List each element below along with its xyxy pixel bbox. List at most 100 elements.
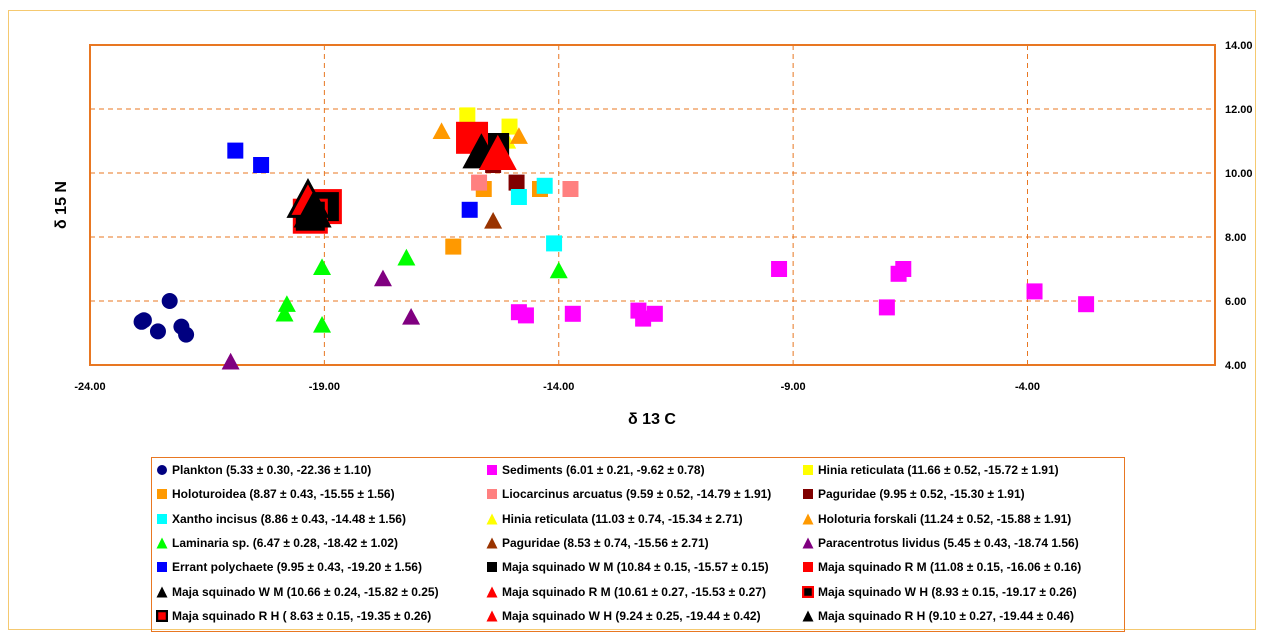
legend-item: Paracentrotus lividus (5.45 ± 0.43, -18.… [802, 535, 1079, 551]
data-point [313, 258, 332, 276]
legend-label: Holoturia forskali (11.24 ± 0.52, -15.88… [818, 511, 1072, 526]
legend-label: Hinia reticulata (11.66 ± 0.52, -15.72 ±… [818, 463, 1059, 477]
data-point [461, 201, 478, 218]
legend-marker [157, 513, 167, 524]
legend-label: Maja squinado W H (9.24 ± 0.25, -19.44 ±… [502, 608, 761, 623]
data-point [895, 261, 912, 277]
legend-label: Hinia reticulata (11.03 ± 0.74, -15.34 ±… [502, 511, 743, 526]
data-point [564, 305, 581, 322]
data-point [546, 235, 563, 252]
legend-marker [487, 465, 497, 475]
data-point [432, 122, 451, 140]
legend-marker [803, 489, 813, 500]
x-tick-label: -24.00 [74, 381, 105, 393]
data-point [484, 212, 503, 229]
data-point [221, 352, 240, 370]
legend-item: Laminaria sp. (6.47 ± 0.28, -18.42 ± 1.0… [156, 535, 398, 551]
legend-marker [802, 585, 814, 598]
y-tick-label: 6.00 [1225, 296, 1246, 308]
legend-item: Hinia reticulata (11.66 ± 0.52, -15.72 ±… [802, 462, 1059, 478]
legend-label: Errant polychaete (9.95 ± 0.43, -19.20 ±… [172, 560, 422, 575]
legend-label: Liocarcinus arcuatus (9.59 ± 0.52, -14.7… [502, 487, 772, 502]
legend-label: Maja squinado R H ( 8.63 ± 0.15, -19.35 … [172, 608, 432, 623]
data-point [1078, 296, 1095, 313]
data-point [149, 323, 166, 340]
grid-lines [90, 45, 1215, 365]
legend-item: Maja squinado W H (9.24 ± 0.25, -19.44 ±… [486, 608, 761, 624]
legend-label: Paracentrotus lividus (5.45 ± 0.43, -18.… [818, 535, 1079, 550]
legend-marker [486, 610, 498, 622]
data-point [471, 174, 488, 191]
data-point [459, 107, 476, 124]
legend-item: Errant polychaete (9.95 ± 0.43, -19.20 ±… [156, 559, 422, 575]
legend-item: Liocarcinus arcuatus (9.59 ± 0.52, -14.7… [486, 486, 771, 502]
x-tick-label: -19.00 [309, 381, 340, 393]
data-point [771, 261, 788, 277]
data-point [478, 134, 517, 170]
data-point [227, 142, 244, 159]
legend-marker [803, 465, 813, 475]
data-point [253, 157, 270, 173]
data-point [275, 304, 294, 322]
legend-item: Holoturia forskali (11.24 ± 0.52, -15.88… [802, 511, 1071, 527]
data-point [536, 177, 553, 194]
legend-label: Holoturoidea (8.87 ± 0.43, -15.55 ± 1.56… [172, 487, 395, 502]
data-point [293, 192, 332, 228]
chart-frame [8, 10, 1256, 630]
legend-label: Paguridae (8.53 ± 0.74, -15.56 ± 2.71) [502, 535, 709, 550]
legend-label: Xantho incisus (8.86 ± 0.43, -14.48 ± 1.… [172, 511, 406, 526]
x-tick-label: -9.00 [781, 381, 806, 393]
legend-item: Maja squinado R H (9.10 ± 0.27, -19.44 ±… [802, 608, 1074, 624]
legend: Plankton (5.33 ± 0.30, -22.36 ± 1.10) Sed… [151, 457, 1125, 632]
legend-label: Laminaria sp. (6.47 ± 0.28, -18.42 ± 1.0… [172, 535, 398, 550]
legend-marker [486, 537, 498, 549]
y-tick-label: 14.00 [1225, 40, 1253, 52]
data-point [1026, 283, 1043, 300]
legend-label: Maja squinado R H (9.10 ± 0.27, -19.44 ±… [818, 608, 1074, 623]
legend-marker [486, 586, 498, 597]
legend-item: Sediments (6.01 ± 0.21, -9.62 ± 0.78) [486, 462, 705, 478]
legend-item: Holoturoidea (8.87 ± 0.43, -15.55 ± 1.56… [156, 486, 395, 502]
legend-label: Paguridae (9.95 ± 0.52, -15.30 ± 1.91) [818, 487, 1025, 502]
legend-item: Maja squinado W M (10.84 ± 0.15, -15.57 … [486, 559, 769, 575]
data-point [313, 316, 332, 333]
data-point [878, 299, 895, 316]
data-points [133, 107, 1095, 370]
data-point [510, 189, 527, 205]
data-point [277, 295, 296, 312]
legend-label: Sediments (6.01 ± 0.21, -9.62 ± 0.78) [502, 463, 705, 477]
data-point [517, 307, 534, 324]
data-point [397, 248, 416, 266]
data-point [646, 305, 663, 322]
legend-marker [487, 562, 497, 573]
legend-label: Maja squinado R M (10.61 ± 0.27, -15.53 … [502, 584, 766, 599]
legend-item: Plankton (5.33 ± 0.30, -22.36 ± 1.10) [156, 462, 371, 478]
legend-marker [487, 489, 497, 500]
legend-item: Xantho incisus (8.86 ± 0.43, -14.48 ± 1.… [156, 511, 406, 527]
axis-ticks: -24.00 -19.00 -14.00 -9.00 -4.00 4.00 6.00 8.00… [74, 40, 1252, 393]
legend-item: Hinia reticulata (11.03 ± 0.74, -15.34 ±… [486, 511, 743, 527]
plot-area [89, 44, 1216, 366]
legend-marker [157, 562, 167, 573]
data-point [509, 127, 528, 144]
y-tick-label: 12.00 [1225, 104, 1253, 116]
legend-marker [802, 610, 814, 622]
legend-label: Maja squinado W H (8.93 ± 0.15, -19.17 ±… [818, 584, 1077, 599]
legend-marker [156, 537, 168, 549]
y-tick-label: 8.00 [1225, 232, 1246, 244]
data-point [445, 238, 462, 255]
legend-marker [156, 586, 168, 597]
legend-label: Maja squinado R M (11.08 ± 0.15, -16.06 … [818, 560, 1082, 575]
data-point [402, 308, 421, 325]
legend-item: Maja squinado W H (8.93 ± 0.15, -19.17 ±… [802, 584, 1077, 600]
data-point [133, 313, 150, 330]
y-axis-title: δ 15 N [53, 181, 70, 229]
legend-item: Paguridae (9.95 ± 0.52, -15.30 ± 1.91) [802, 486, 1025, 502]
x-tick-label: -14.00 [543, 381, 574, 393]
legend-label: Plankton (5.33 ± 0.30, -22.36 ± 1.10) [172, 463, 372, 477]
legend-item: Maja squinado R M (10.61 ± 0.27, -15.53 … [486, 584, 766, 600]
legend-marker [486, 513, 498, 525]
legend-item: Maja squinado R H ( 8.63 ± 0.15, -19.35 … [156, 608, 431, 624]
x-tick-label: -4.00 [1015, 381, 1040, 393]
